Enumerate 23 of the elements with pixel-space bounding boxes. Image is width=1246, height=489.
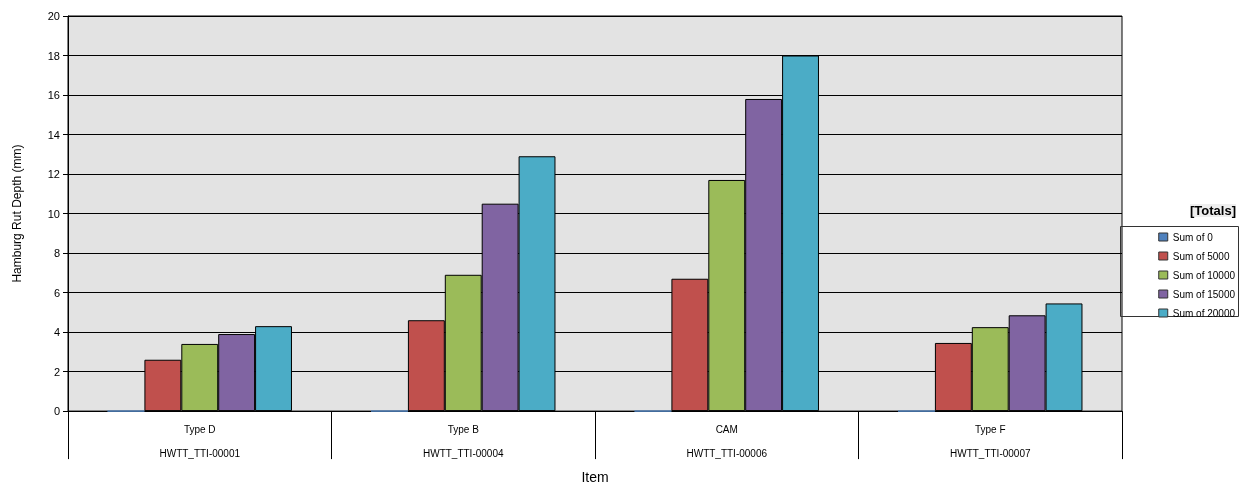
y-tick-label: 8 — [53, 247, 60, 260]
x-axis-title: Item — [581, 469, 609, 485]
category-label: Type F HWTT_TTI-00007 — [949, 423, 1031, 459]
legend-label: Sum of 10000 — [1172, 269, 1236, 281]
category-label: CAM HWTT_TTI-00006 — [686, 423, 768, 459]
legend-label: Sum of 20000 — [1172, 307, 1236, 319]
y-tick-label: 12 — [47, 168, 60, 181]
legend-label: Sum of 0 — [1172, 231, 1214, 243]
y-tick-label: 20 — [47, 10, 60, 22]
y-tick-label: 4 — [53, 326, 60, 339]
category-label: Type B HWTT_TTI-00004 — [422, 423, 504, 459]
y-tick-label: 16 — [47, 89, 60, 102]
y-tick-label: 10 — [47, 207, 60, 220]
category-label: Type D HWTT_TTI-00001 — [159, 423, 241, 459]
y-tick-label: 6 — [53, 286, 60, 299]
y-tick-label: 18 — [47, 49, 60, 62]
y-tick-label: 14 — [47, 128, 60, 141]
y-tick-label: 0 — [53, 405, 60, 418]
y-axis-title: Hamburg Rut Depth (mm) — [10, 144, 24, 283]
legend-label: Sum of 5000 — [1172, 250, 1230, 262]
legend-title: [Totals] — [1190, 203, 1237, 218]
legend-label: Sum of 15000 — [1172, 288, 1236, 300]
y-tick-label: 2 — [53, 365, 60, 378]
